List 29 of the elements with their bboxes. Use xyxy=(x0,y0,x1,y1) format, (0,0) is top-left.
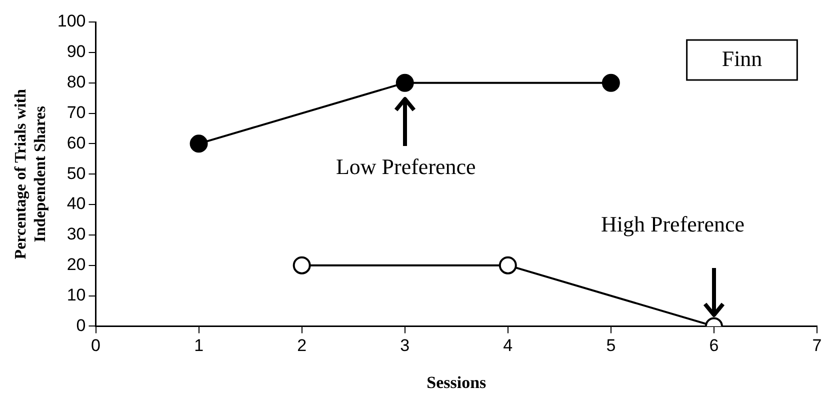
x-tick-label: 6 xyxy=(709,336,719,356)
x-tick-label: 1 xyxy=(194,336,204,356)
y-tick-label: 20 xyxy=(66,255,86,274)
point xyxy=(602,74,620,92)
y-tick-label: 60 xyxy=(66,133,86,152)
y-tick-label: 0 xyxy=(76,316,86,335)
y-tick-label: 10 xyxy=(66,285,86,304)
y-tick-label: 50 xyxy=(66,164,86,183)
annotation: Low Preference xyxy=(336,154,476,179)
y-tick-label: 30 xyxy=(66,224,86,244)
y-tick-label: 80 xyxy=(66,72,86,92)
y-axis-title: Percentage of Trials with Independent Shares xyxy=(12,88,49,260)
point xyxy=(190,134,208,153)
x-tick-label: 3 xyxy=(400,336,410,356)
y-tick-label: 40 xyxy=(66,194,86,214)
point xyxy=(498,256,517,274)
point xyxy=(396,74,414,92)
x-tick-label: 7 xyxy=(812,336,822,356)
x-tick-label: 2 xyxy=(297,336,307,356)
x-tick-label: 0 xyxy=(91,336,100,356)
x-tick-label: 5 xyxy=(606,336,616,356)
y-tick-label: 90 xyxy=(66,42,86,62)
point xyxy=(292,256,311,274)
x-tick-label: 4 xyxy=(503,336,513,356)
y-tick-label: 70 xyxy=(66,102,86,122)
x-axis-title: Sessions xyxy=(426,373,487,392)
annotation: High Preference xyxy=(600,212,745,237)
annotation: Finn xyxy=(722,46,762,71)
y-tick-label: 100 xyxy=(57,12,86,31)
